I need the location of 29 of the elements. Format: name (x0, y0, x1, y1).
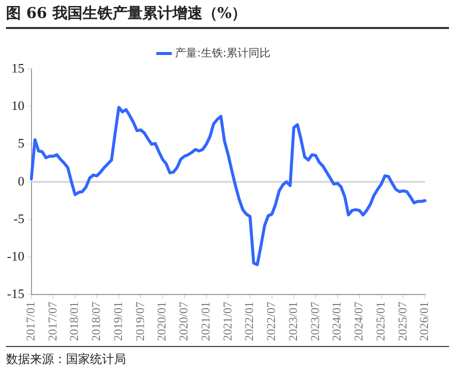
x-tick-label: 2020/07 (176, 302, 191, 342)
y-tick-label: 5 (18, 136, 24, 151)
legend-label: 产量:生铁:累计同比 (175, 46, 270, 60)
x-tick-label: 2024/01 (330, 302, 344, 342)
x-tick-label: 2019/01 (110, 302, 125, 342)
y-tick-label: 10 (11, 98, 24, 114)
x-tick-label: 2022/07 (264, 302, 278, 342)
y-tick-label: 15 (11, 60, 24, 76)
x-tick-label: 2021/01 (198, 302, 212, 342)
x-tick-label: 2026/01 (417, 302, 432, 342)
x-tick-label: 2024/07 (352, 302, 366, 342)
x-tick-label: 2017/07 (45, 302, 60, 342)
x-tick-label: 2017/01 (23, 302, 38, 342)
x-tick-label: 2023/01 (286, 302, 300, 342)
x-tick-label: 2018/01 (67, 302, 82, 342)
y-tick-label: 0 (18, 173, 24, 188)
x-tick-label: 2025/07 (395, 302, 410, 342)
y-tick-label: -15 (6, 286, 24, 302)
x-tick-label: 2020/01 (154, 302, 169, 342)
x-tick-label: 2025/01 (373, 302, 388, 342)
x-tick-label: 2019/07 (132, 302, 147, 342)
source-note: 数据来源：国家统计局 (6, 346, 449, 368)
x-tick-label: 2023/07 (308, 302, 322, 342)
x-tick-label: 2018/07 (89, 302, 104, 342)
y-tick-label: -10 (6, 248, 24, 264)
x-tick-label: 2021/07 (220, 302, 234, 342)
x-tick-label: 2022/01 (242, 302, 256, 342)
y-tick-label: -5 (13, 210, 24, 226)
chart-title: 图 66 我国生铁产量累计增速（%） (6, 4, 449, 29)
